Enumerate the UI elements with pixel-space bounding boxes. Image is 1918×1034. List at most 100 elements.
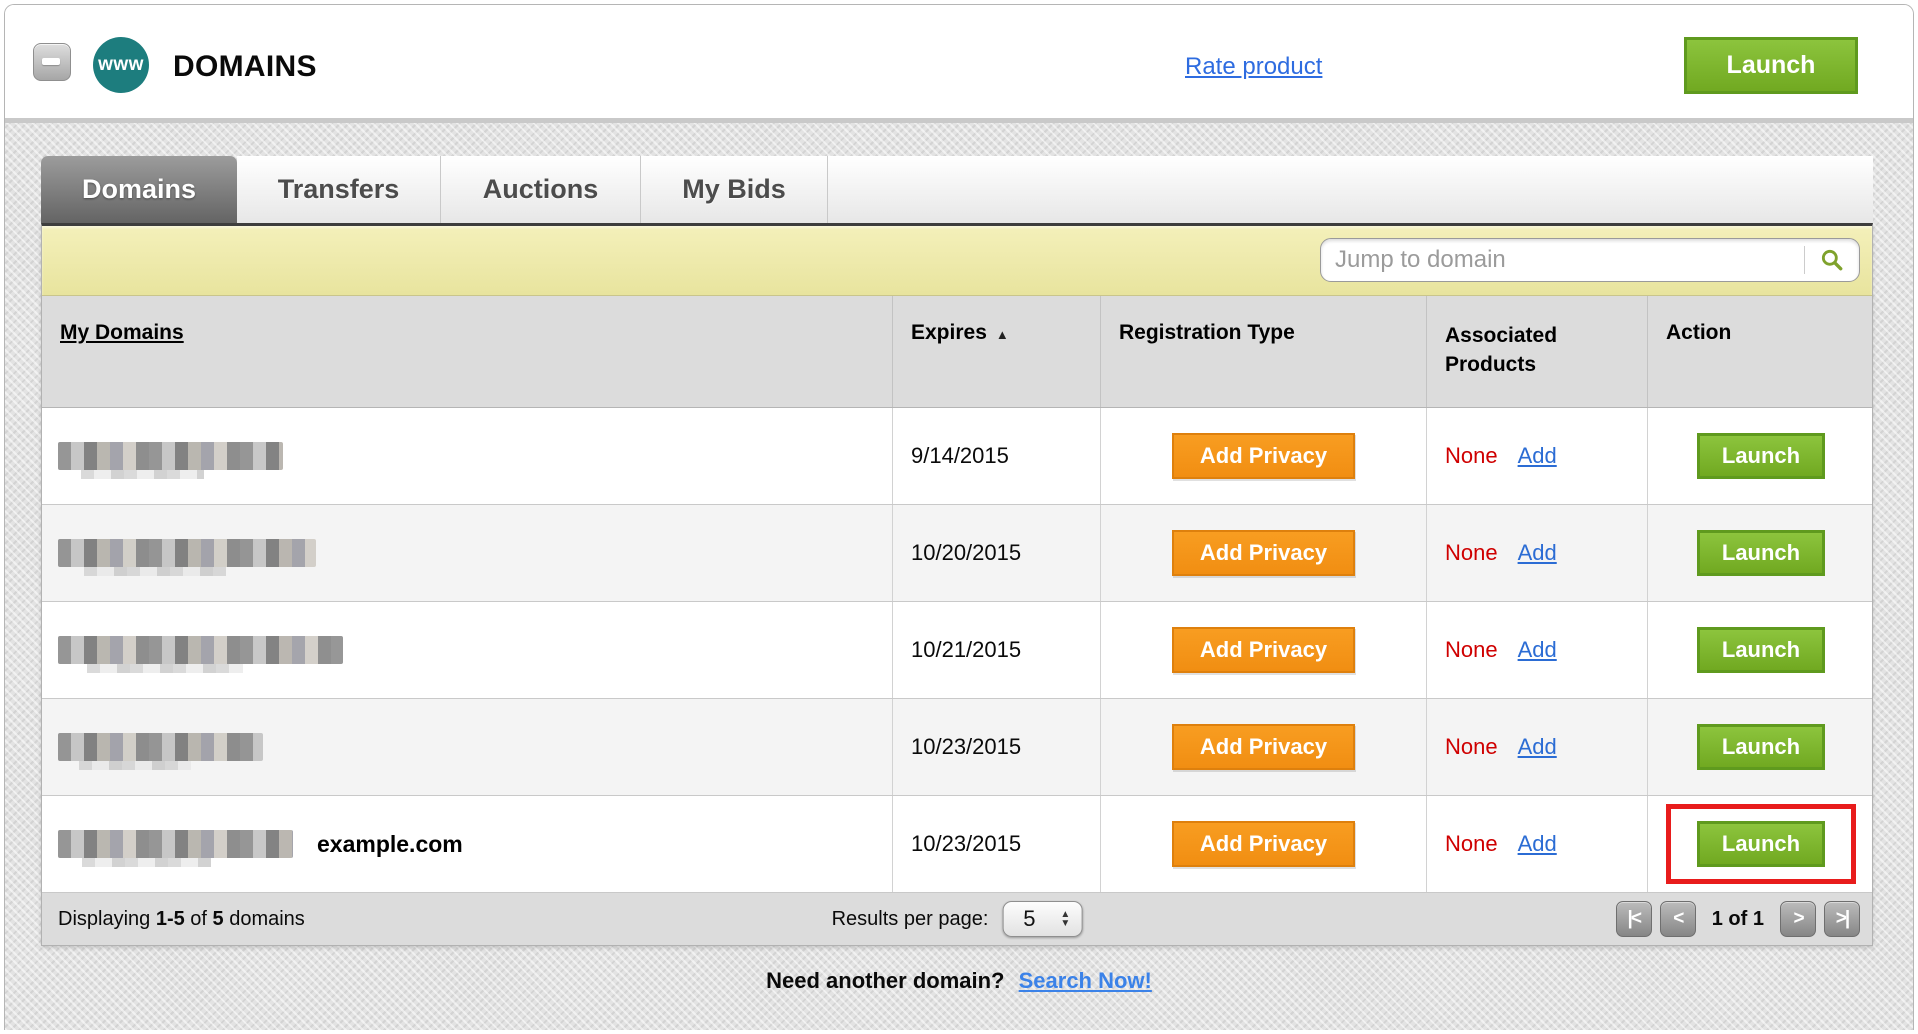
launch-button-highlighted[interactable]: Launch	[1697, 821, 1825, 867]
expires-cell: 10/21/2015	[892, 602, 1100, 698]
associated-cell: None Add	[1426, 602, 1647, 698]
search-bar	[42, 226, 1872, 296]
associated-line1: Associated	[1445, 324, 1558, 347]
results-per-page-select[interactable]: 5 ▲ ▼	[1002, 901, 1083, 937]
action-cell: Launch	[1647, 602, 1874, 698]
stepper-up-icon: ▲	[1060, 909, 1071, 920]
expires-cell: 10/20/2015	[892, 505, 1100, 601]
results-per-page-group: Results per page: 5 ▲ ▼	[832, 901, 1083, 937]
redacted-domain-name	[58, 733, 263, 770]
table-row: 10/21/2015 Add Privacy None Add Launch	[42, 602, 1872, 699]
search-icon	[1821, 249, 1843, 271]
domain-cell	[42, 505, 892, 601]
stepper-arrows-icon: ▲ ▼	[1055, 909, 1075, 929]
search-divider	[1804, 246, 1805, 274]
table-row-example: example.com 10/23/2015 Add Privacy None …	[42, 796, 1872, 893]
tab-bar: Domains Transfers Auctions My Bids	[41, 156, 1873, 223]
registration-cell: Add Privacy	[1100, 699, 1426, 795]
domains-panel: Domains Transfers Auctions My Bids	[41, 156, 1873, 946]
launch-button[interactable]: Launch	[1697, 724, 1825, 770]
expires-cell: 10/23/2015	[892, 699, 1100, 795]
last-page-button[interactable]: >|	[1824, 901, 1860, 937]
add-privacy-button[interactable]: Add Privacy	[1172, 433, 1355, 479]
associated-cell: None Add	[1426, 796, 1647, 892]
launch-button[interactable]: Launch	[1697, 627, 1825, 673]
stepper-down-icon: ▼	[1060, 918, 1071, 929]
add-privacy-button[interactable]: Add Privacy	[1172, 627, 1355, 673]
launch-button[interactable]: Launch	[1697, 433, 1825, 479]
registration-cell: Add Privacy	[1100, 796, 1426, 892]
displaying-status: Displaying 1-5 of 5 domains	[58, 908, 305, 931]
action-cell: Launch	[1647, 505, 1874, 601]
redacted-domain-name	[58, 830, 293, 867]
expires-cell: 10/23/2015	[892, 796, 1100, 892]
add-privacy-button[interactable]: Add Privacy	[1172, 821, 1355, 867]
need-domain-prompt: Need another domain? Search Now!	[5, 968, 1913, 994]
tab-transfers[interactable]: Transfers	[237, 156, 441, 223]
app-window: www DOMAINS Rate product Launch Domains …	[4, 4, 1914, 1030]
add-privacy-button[interactable]: Add Privacy	[1172, 724, 1355, 770]
minimize-button[interactable]	[33, 43, 71, 81]
add-privacy-button[interactable]: Add Privacy	[1172, 530, 1355, 576]
column-header-expires[interactable]: Expires ▲	[892, 296, 1100, 407]
tab-bar-filler	[828, 156, 1873, 223]
add-product-link[interactable]: Add	[1517, 443, 1557, 468]
displaying-of: of	[184, 907, 213, 930]
highlight-annotation-box: Launch	[1666, 804, 1856, 884]
column-header-action: Action	[1647, 296, 1874, 407]
results-per-page-label: Results per page:	[831, 907, 989, 930]
previous-page-button[interactable]: <	[1659, 901, 1696, 937]
add-product-link[interactable]: Add	[1517, 540, 1557, 565]
results-per-page-value: 5	[1023, 906, 1036, 931]
table-header-row: My Domains Expires ▲ Registration Type A…	[42, 296, 1872, 408]
redacted-domain-name	[58, 442, 283, 479]
column-header-registration-type: Registration Type	[1100, 296, 1426, 407]
registration-cell: Add Privacy	[1100, 602, 1426, 698]
need-domain-text: Need another domain?	[766, 968, 1005, 993]
displaying-prefix: Displaying	[58, 907, 156, 930]
associated-cell: None Add	[1426, 699, 1647, 795]
associated-none-label: None	[1445, 540, 1498, 565]
my-domains-label: My Domains	[60, 321, 184, 344]
add-product-link[interactable]: Add	[1517, 831, 1557, 856]
add-product-link[interactable]: Add	[1517, 637, 1557, 662]
launch-button[interactable]: Launch	[1697, 530, 1825, 576]
next-page-button[interactable]: >	[1780, 901, 1816, 937]
associated-cell: None Add	[1426, 505, 1647, 601]
search-input[interactable]	[1321, 246, 1804, 274]
registration-cell: Add Privacy	[1100, 408, 1426, 504]
jump-to-domain-search	[1320, 238, 1860, 282]
pagination: |< < 1 of 1 > >|	[1608, 901, 1860, 937]
associated-cell: None Add	[1426, 408, 1647, 504]
tab-my-bids[interactable]: My Bids	[641, 156, 828, 223]
column-header-my-domains[interactable]: My Domains	[42, 296, 892, 407]
header-launch-button[interactable]: Launch	[1684, 37, 1858, 94]
search-submit-button[interactable]	[1805, 239, 1859, 281]
table-row: 10/20/2015 Add Privacy None Add Launch	[42, 505, 1872, 602]
action-cell: Launch	[1647, 408, 1874, 504]
registration-cell: Add Privacy	[1100, 505, 1426, 601]
panel-body: My Domains Expires ▲ Registration Type A…	[41, 223, 1873, 946]
sort-ascending-icon: ▲	[995, 327, 1009, 342]
tab-domains[interactable]: Domains	[41, 156, 237, 223]
table-footer: Displaying 1-5 of 5 domains Results per …	[42, 893, 1872, 945]
expires-label: Expires	[911, 321, 987, 344]
associated-none-label: None	[1445, 443, 1498, 468]
first-page-button[interactable]: |<	[1615, 901, 1652, 937]
action-cell: Launch	[1647, 796, 1874, 892]
domain-cell: example.com	[42, 796, 892, 892]
displaying-suffix: domains	[223, 907, 305, 930]
search-now-link[interactable]: Search Now!	[1018, 968, 1152, 993]
minus-icon	[42, 58, 60, 65]
app-header: www DOMAINS Rate product Launch	[5, 5, 1913, 123]
displaying-range: 1-5	[155, 907, 185, 930]
add-product-link[interactable]: Add	[1517, 734, 1557, 759]
domain-cell	[42, 602, 892, 698]
associated-line2: Products	[1445, 353, 1537, 377]
redacted-domain-name	[58, 539, 316, 576]
tab-auctions[interactable]: Auctions	[441, 156, 641, 223]
associated-none-label: None	[1445, 734, 1498, 759]
page-title: DOMAINS	[173, 50, 317, 83]
action-cell: Launch	[1647, 699, 1874, 795]
rate-product-link[interactable]: Rate product	[1185, 53, 1323, 80]
